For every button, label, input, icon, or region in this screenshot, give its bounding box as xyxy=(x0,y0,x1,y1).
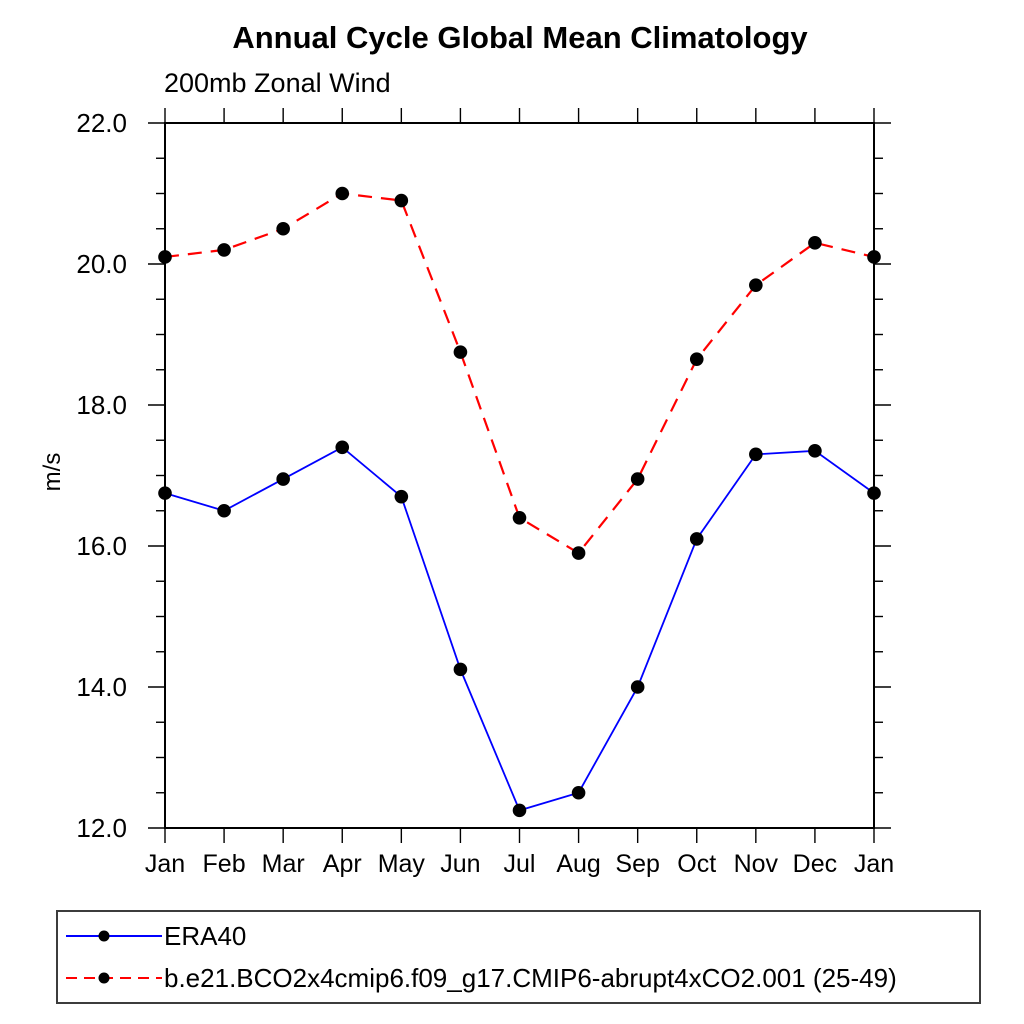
x-tick-label: Dec xyxy=(793,850,837,878)
plot-frame xyxy=(164,122,875,829)
data-point-marker xyxy=(276,221,290,236)
y-tick-label: 12.0 xyxy=(76,813,127,843)
chart-title: Annual Cycle Global Mean Climatology xyxy=(232,20,808,55)
data-point-marker xyxy=(689,532,704,546)
x-tick-label: Oct xyxy=(677,850,716,878)
legend-marker-icon xyxy=(98,930,110,942)
x-tick-label: May xyxy=(378,850,426,878)
data-point-marker xyxy=(217,503,231,518)
data-point-marker xyxy=(453,662,468,677)
data-point-marker xyxy=(394,489,409,504)
data-point-marker xyxy=(394,193,409,208)
x-tick-label: Nov xyxy=(734,850,779,878)
data-point-marker xyxy=(867,486,881,500)
legend-marker-icon xyxy=(98,972,110,984)
data-point-marker xyxy=(453,345,468,359)
series-line-1 xyxy=(164,192,875,555)
data-point-marker xyxy=(630,472,645,486)
data-point-marker xyxy=(571,785,586,800)
y-tick-label: 18.0 xyxy=(76,390,127,420)
legend-line-sample-era40 xyxy=(66,930,162,942)
data-point-marker xyxy=(749,278,763,292)
legend-item-era40: ERA40 xyxy=(64,919,979,953)
data-point-marker xyxy=(158,486,172,500)
data-point-marker xyxy=(808,236,822,250)
data-point-marker xyxy=(512,511,527,525)
data-point-marker xyxy=(808,444,822,458)
legend-label-model: b.e21.BCO2x4cmip6.f09_g17.CMIP6-abrupt4x… xyxy=(164,962,897,993)
x-tick-label: Feb xyxy=(203,850,246,878)
data-point-marker xyxy=(335,440,350,455)
data-point-marker xyxy=(749,447,763,462)
data-point-marker xyxy=(158,250,172,264)
y-tick-label: 20.0 xyxy=(76,249,127,279)
data-point-marker xyxy=(689,352,704,366)
data-point-marker xyxy=(630,680,645,694)
x-tick-label: Jan xyxy=(145,850,185,878)
data-point-marker xyxy=(335,186,350,201)
x-tick-label: Mar xyxy=(262,850,305,878)
legend-label-era40: ERA40 xyxy=(164,921,247,952)
data-point-marker xyxy=(867,250,881,264)
legend-line-sample-model xyxy=(66,972,162,984)
data-point-marker xyxy=(217,243,231,257)
x-tick-label: Jun xyxy=(440,850,480,878)
x-tick-label: Jul xyxy=(504,850,536,878)
legend: ERA40 b.e21.BCO2x4cmip6.f09_g17.CMIP6-ab… xyxy=(56,910,981,1004)
chart-plot-area: 12.0 14.0 16.0 18.0 20.0 22.0 Jan Feb Mar Apr May J… xyxy=(76,108,894,878)
data-point-marker xyxy=(571,546,586,560)
series-line-0 xyxy=(164,446,875,812)
chart-subtitle: 200mb Zonal Wind xyxy=(164,68,391,98)
x-tick-label: Jan xyxy=(854,850,894,878)
y-tick-label: 14.0 xyxy=(76,672,127,702)
data-point-marker xyxy=(276,472,290,486)
x-tick-label: Apr xyxy=(323,850,362,878)
y-tick-label: 16.0 xyxy=(76,531,127,561)
x-tick-label: Aug xyxy=(556,850,600,878)
legend-item-model: b.e21.BCO2x4cmip6.f09_g17.CMIP6-abrupt4x… xyxy=(64,961,979,995)
data-point-marker xyxy=(512,803,527,818)
y-tick-label: 22.0 xyxy=(76,108,127,138)
x-tick-label: Sep xyxy=(615,850,659,878)
